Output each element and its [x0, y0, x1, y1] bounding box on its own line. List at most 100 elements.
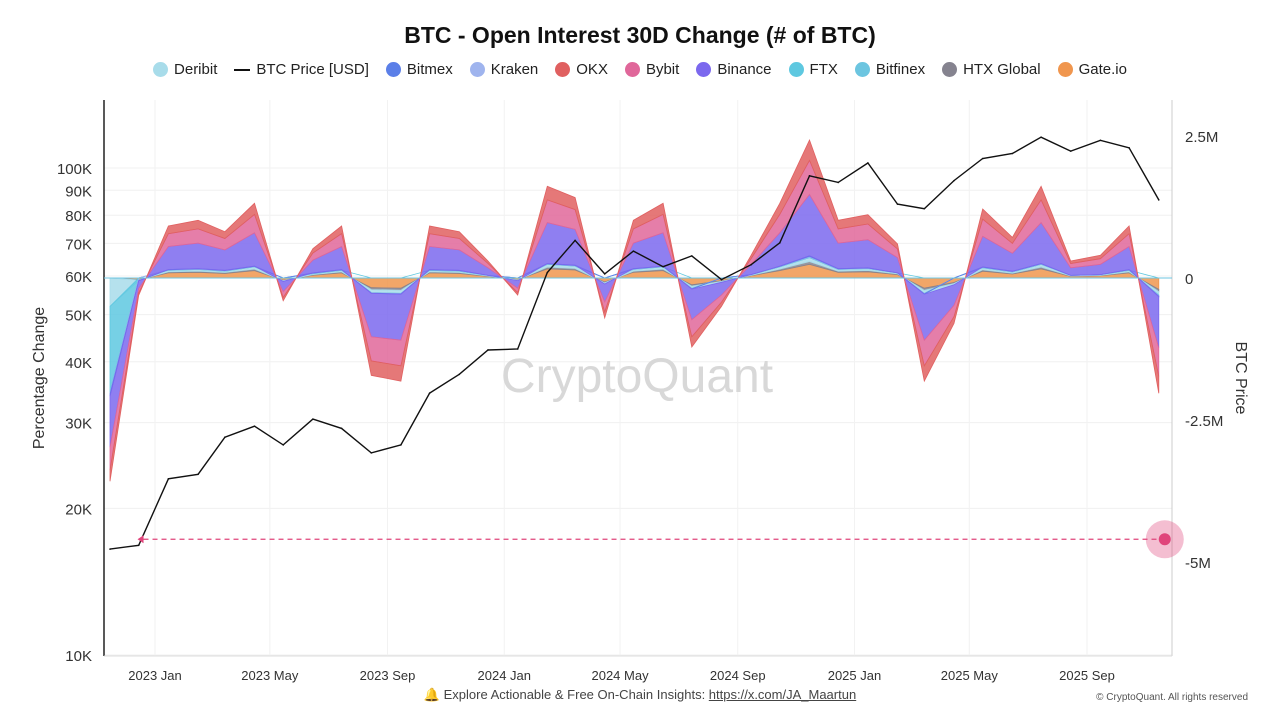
price-point [632, 250, 635, 252]
area-series-okx [109, 138, 1160, 482]
legend-label: Bybit [645, 61, 680, 78]
price-point [1128, 147, 1130, 149]
price-point [1040, 136, 1042, 138]
price-point [837, 181, 840, 184]
legend-marker [696, 62, 712, 77]
price-point [224, 436, 226, 439]
left-tick-label: 10K [65, 648, 92, 665]
x-tick-label: 2025 May [941, 668, 999, 683]
left-tick-label: 90K [65, 183, 92, 200]
chart-title: BTC - Open Interest 30D Change (# of BTC… [404, 22, 876, 48]
right-tick-label: -2.5M [1185, 413, 1223, 430]
price-point [691, 255, 693, 257]
legend-item-bitmex[interactable]: Bitmex [385, 61, 453, 78]
legend-marker [942, 62, 958, 77]
legend-item-bybit[interactable]: Bybit [624, 61, 680, 78]
left-tick-label: 70K [65, 236, 92, 253]
x-tick-label: 2024 Jan [478, 668, 532, 683]
right-tick-label: 0 [1185, 271, 1193, 288]
right-tick-label: -5M [1185, 555, 1211, 572]
legend-label: Kraken [490, 61, 539, 78]
price-point [923, 207, 926, 210]
left-tick-label: 40K [65, 355, 92, 372]
right-axis-title: BTC Price [1232, 342, 1249, 415]
price-point [197, 473, 199, 476]
right-tick-label: 2.5M [1185, 129, 1218, 146]
legend-marker [469, 62, 485, 77]
x-tick-label: 2023 May [241, 668, 299, 683]
price-point [137, 544, 140, 547]
price-point [167, 478, 170, 480]
legend-item-kraken[interactable]: Kraken [469, 61, 539, 78]
x-tick-label: 2023 Sep [360, 668, 416, 683]
legend-label: HTX Global [963, 61, 1041, 78]
price-point [808, 174, 811, 177]
price-point [516, 348, 519, 350]
price-point [340, 427, 343, 430]
footer-link[interactable]: https://x.com/JA_Maartun [708, 687, 857, 702]
price-point [428, 392, 431, 394]
legend-label: Deribit [174, 61, 218, 78]
legend-label: Bitmex [406, 61, 453, 78]
price-point [458, 373, 461, 376]
price-point [546, 271, 549, 274]
left-tick-label: 20K [65, 501, 92, 518]
price-point [779, 242, 781, 244]
legend-item-btc-price-usd-[interactable]: BTC Price [USD] [234, 61, 369, 78]
legend-label: Gate.io [1078, 61, 1127, 78]
legend-marker [624, 62, 640, 77]
left-tick-label: 100K [57, 161, 92, 178]
legend: Deribit BTC Price [USD] Bitmex Kraken OKX Byb… [0, 61, 1280, 78]
legend-marker [153, 62, 169, 77]
legend-label: Bitfinex [875, 61, 926, 78]
legend-marker [555, 62, 571, 77]
legend-item-okx[interactable]: OKX [555, 61, 608, 78]
legend-label: FTX [809, 61, 838, 78]
price-point [1099, 139, 1102, 142]
legend-marker [385, 62, 401, 77]
legend-item-deribit[interactable]: Deribit [153, 61, 217, 78]
legend-item-htx-global[interactable]: HTX Global [942, 61, 1041, 78]
legend-item-gate-io[interactable]: Gate.io [1057, 61, 1127, 78]
watermark-logo: CryptoQuant [501, 350, 773, 403]
price-point [981, 157, 984, 160]
legend-item-binance[interactable]: Binance [696, 61, 772, 78]
price-point [720, 278, 723, 281]
legend-label: Binance [717, 61, 772, 78]
x-tick-label: 2024 May [591, 668, 649, 683]
legend-item-bitfinex[interactable]: Bitfinex [854, 61, 926, 78]
annotation-marker [1158, 533, 1171, 546]
price-point [370, 452, 373, 454]
price-point [1011, 152, 1014, 155]
price-point [487, 349, 489, 351]
price-point [662, 265, 664, 268]
legend-marker [234, 68, 251, 71]
left-tick-label: 30K [65, 416, 92, 433]
x-tick-label: 2024 Sep [710, 668, 766, 683]
annotation-arrow-icon [137, 535, 144, 544]
area-series-bybit [109, 159, 1160, 471]
bell-icon: 🔔 [423, 687, 440, 702]
price-point [867, 162, 869, 164]
left-tick-label: 80K [65, 208, 92, 225]
legend-label: BTC Price [USD] [256, 61, 369, 78]
price-point [1157, 199, 1160, 201]
x-tick-label: 2025 Jan [828, 668, 882, 683]
legend-marker [788, 62, 804, 77]
x-tick-label: 2025 Sep [1059, 668, 1115, 683]
price-point [574, 239, 576, 242]
price-point [253, 425, 256, 427]
legend-marker [1057, 62, 1073, 77]
price-point [400, 444, 402, 446]
price-point [312, 418, 314, 420]
price-point [109, 548, 111, 550]
legend-marker [854, 62, 870, 77]
btc-price-line [109, 136, 1160, 550]
price-point [282, 444, 285, 446]
x-tick-label: 2023 Jan [128, 668, 182, 683]
price-point [896, 203, 899, 205]
legend-item-ftx[interactable]: FTX [788, 61, 838, 78]
footer-text: Explore Actionable & Free On-Chain Insig… [443, 687, 709, 702]
price-point [1069, 150, 1072, 152]
